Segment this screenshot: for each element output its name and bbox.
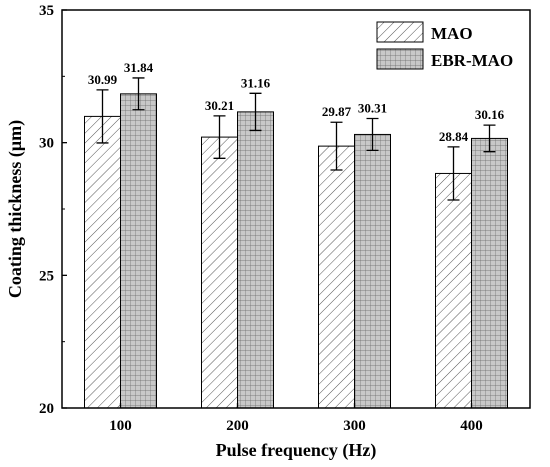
x-tick-label-100: 100 bbox=[109, 418, 132, 434]
data-label-mao-300: 29.87 bbox=[322, 104, 352, 119]
x-tick-label-400: 400 bbox=[460, 418, 483, 434]
y-tick-label-25: 25 bbox=[39, 268, 54, 284]
data-label-ebr-mao-100: 31.84 bbox=[124, 60, 154, 75]
error-bar-ebr-mao-400 bbox=[483, 124, 496, 153]
bar-ebr-mao-300 bbox=[354, 133, 391, 409]
bar-mao-400 bbox=[435, 172, 472, 409]
y-tick-label-20: 20 bbox=[39, 401, 54, 417]
bar-ebr-mao-200 bbox=[237, 111, 274, 409]
error-bar-ebr-mao-300 bbox=[366, 117, 379, 152]
y-tick-label-30: 30 bbox=[39, 136, 54, 152]
y-axis-ticks: 20 25 30 35 bbox=[39, 3, 67, 417]
data-label-ebr-mao-400: 30.16 bbox=[475, 107, 505, 122]
error-bar-mao-100 bbox=[96, 89, 109, 144]
bar-mao-300 bbox=[318, 145, 355, 409]
bars-layer bbox=[84, 93, 508, 409]
bar-mao-200 bbox=[201, 136, 238, 409]
error-bar-ebr-mao-100 bbox=[132, 77, 145, 111]
bar-ebr-mao-100 bbox=[120, 93, 157, 409]
x-axis-ticks: 100 200 300 400 bbox=[109, 403, 483, 434]
legend-swatch-ebr-mao bbox=[376, 48, 424, 70]
legend-swatch-mao bbox=[376, 21, 424, 43]
x-axis-title: Pulse frequency (Hz) bbox=[216, 440, 377, 461]
error-bar-mao-300 bbox=[330, 121, 343, 171]
error-bar-mao-200 bbox=[213, 115, 226, 159]
data-labels-layer: 30.99 31.84 30.21 31.16 29.87 30.31 28.84 30.16 bbox=[88, 60, 505, 144]
bar-mao-100 bbox=[84, 115, 121, 409]
data-label-mao-100: 30.99 bbox=[88, 72, 118, 87]
error-bar-ebr-mao-200 bbox=[249, 92, 262, 132]
legend: MAO EBR-MAO bbox=[376, 21, 513, 70]
data-label-ebr-mao-200: 31.16 bbox=[241, 75, 271, 90]
legend-label-mao: MAO bbox=[431, 24, 473, 43]
legend-label-ebr-mao: EBR-MAO bbox=[431, 51, 513, 70]
y-axis-title: Coating thickness (μm) bbox=[5, 120, 26, 298]
error-bars-layer bbox=[96, 77, 496, 201]
data-label-ebr-mao-300: 30.31 bbox=[358, 101, 387, 116]
data-label-mao-400: 28.84 bbox=[439, 129, 469, 144]
x-tick-label-300: 300 bbox=[343, 418, 366, 434]
error-bar-mao-400 bbox=[447, 146, 460, 201]
x-tick-label-200: 200 bbox=[226, 418, 249, 434]
y-tick-label-35: 35 bbox=[39, 3, 54, 19]
data-label-mao-200: 30.21 bbox=[205, 98, 234, 113]
bar-ebr-mao-400 bbox=[471, 137, 508, 409]
